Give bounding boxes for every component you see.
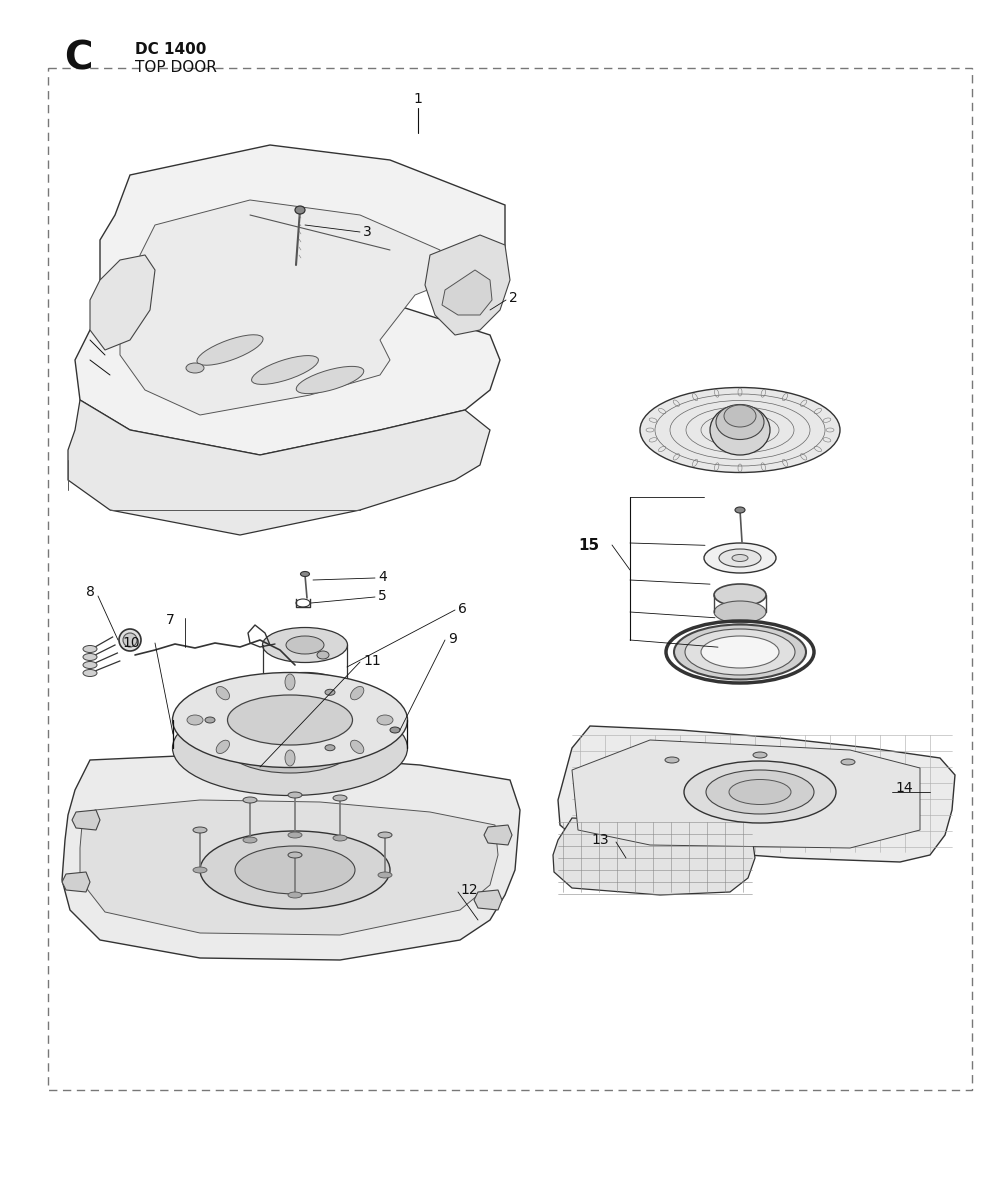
Ellipse shape [119,629,141,651]
Ellipse shape [351,686,364,700]
Ellipse shape [640,387,840,472]
Text: 2: 2 [509,291,518,305]
Text: TOP DOOR: TOP DOOR [135,61,217,75]
Ellipse shape [704,543,776,573]
Ellipse shape [228,724,352,773]
Ellipse shape [262,628,348,662]
Ellipse shape [197,334,263,365]
Ellipse shape [333,835,347,841]
Ellipse shape [285,674,295,690]
Polygon shape [90,255,155,350]
Text: 8: 8 [86,585,94,599]
Polygon shape [72,810,100,830]
Ellipse shape [83,646,97,653]
Text: 13: 13 [591,833,609,847]
Ellipse shape [193,867,207,873]
Ellipse shape [701,636,779,668]
Ellipse shape [193,827,207,833]
Polygon shape [68,400,490,536]
Ellipse shape [300,571,310,576]
Ellipse shape [200,831,390,909]
Text: 7: 7 [166,613,174,627]
Text: 15: 15 [578,538,599,552]
Ellipse shape [243,837,257,843]
Ellipse shape [716,405,764,440]
Ellipse shape [333,795,347,801]
Ellipse shape [286,636,324,654]
Polygon shape [425,235,510,335]
Ellipse shape [325,689,335,695]
Ellipse shape [262,672,348,708]
Ellipse shape [753,752,767,758]
Text: 9: 9 [448,633,457,646]
Ellipse shape [841,760,855,766]
Text: 6: 6 [458,603,467,616]
Ellipse shape [187,715,203,725]
Ellipse shape [252,356,318,385]
Ellipse shape [216,686,229,700]
Ellipse shape [724,405,756,426]
Ellipse shape [685,629,795,674]
Ellipse shape [83,670,97,677]
Text: 14: 14 [895,781,913,795]
Ellipse shape [714,601,766,623]
Polygon shape [474,890,502,910]
Ellipse shape [243,797,257,803]
Ellipse shape [173,701,408,795]
Ellipse shape [186,363,204,373]
Ellipse shape [665,757,679,763]
Ellipse shape [285,750,295,766]
Ellipse shape [83,653,97,660]
Polygon shape [75,145,505,455]
Ellipse shape [173,672,408,768]
Ellipse shape [228,695,352,745]
Ellipse shape [83,661,97,668]
Polygon shape [62,755,520,960]
Polygon shape [484,825,512,845]
Text: C: C [64,40,92,77]
Ellipse shape [205,716,215,724]
Text: 1: 1 [414,92,422,105]
Ellipse shape [378,872,392,878]
Ellipse shape [123,633,137,647]
Ellipse shape [719,549,761,567]
Polygon shape [80,800,498,934]
Ellipse shape [317,651,329,659]
Polygon shape [572,740,920,848]
Ellipse shape [288,831,302,837]
Ellipse shape [288,792,302,798]
Ellipse shape [729,780,791,805]
Ellipse shape [735,507,745,513]
Polygon shape [558,726,955,863]
Text: 4: 4 [378,570,387,583]
Ellipse shape [390,727,400,733]
Ellipse shape [674,624,806,679]
Text: 5: 5 [378,589,387,603]
Ellipse shape [216,740,229,754]
Text: 3: 3 [363,225,372,238]
Ellipse shape [706,770,814,813]
Ellipse shape [351,740,364,754]
Text: 12: 12 [460,883,478,897]
Polygon shape [553,818,755,895]
Text: DC 1400: DC 1400 [135,42,206,58]
Polygon shape [442,270,492,315]
Ellipse shape [288,893,302,898]
Ellipse shape [714,583,766,606]
Ellipse shape [296,367,364,394]
Polygon shape [120,200,440,415]
Ellipse shape [295,206,305,214]
Ellipse shape [377,715,393,725]
Polygon shape [62,872,90,893]
Ellipse shape [684,761,836,823]
Ellipse shape [378,831,392,837]
Ellipse shape [710,405,770,455]
Text: 11: 11 [363,654,381,668]
Ellipse shape [235,846,355,894]
Text: 10: 10 [122,636,140,651]
Ellipse shape [288,852,302,858]
Ellipse shape [732,555,748,562]
Ellipse shape [325,745,335,751]
